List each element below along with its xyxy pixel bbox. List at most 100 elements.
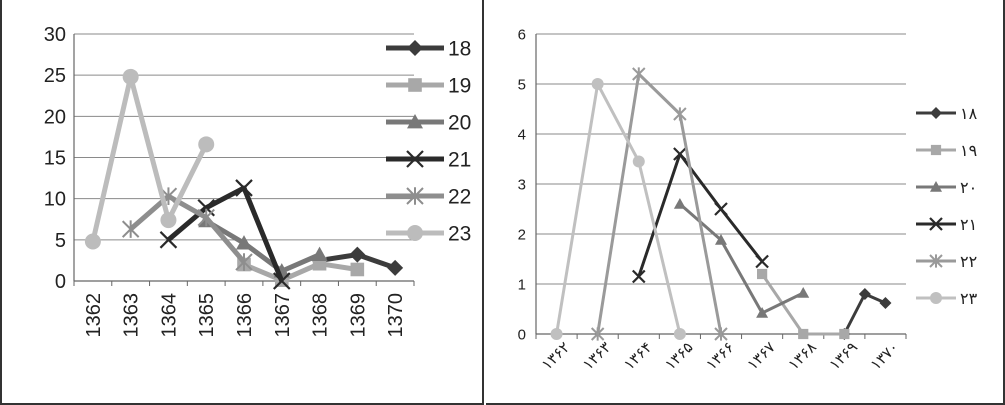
data-point — [714, 202, 728, 216]
legend-item: 18 — [386, 38, 471, 61]
legend-item: 22 — [386, 186, 471, 209]
series-3 — [632, 147, 769, 284]
data-point — [879, 297, 892, 309]
data-point — [632, 155, 645, 168]
series-2 — [673, 198, 810, 318]
series-5 — [550, 78, 686, 340]
legend-item: ۱۹ — [916, 143, 977, 160]
data-point — [590, 327, 605, 341]
data-point — [673, 107, 687, 121]
legend-label: ۲۳ — [960, 291, 978, 308]
legend-marker — [406, 150, 424, 168]
data-point — [673, 198, 686, 209]
series-4 — [590, 67, 728, 341]
legend-label: 22 — [448, 186, 471, 209]
legend-item: 21 — [386, 149, 471, 172]
x-tick-label: 1363 — [121, 293, 143, 338]
x-tick-label: ۱۳۶۵ — [662, 339, 697, 374]
data-point — [673, 147, 687, 161]
legend-marker — [407, 225, 423, 241]
data-point — [798, 328, 809, 340]
data-point — [349, 246, 366, 263]
series-line — [637, 152, 764, 277]
y-tick-label: 15 — [44, 148, 66, 170]
data-point — [273, 272, 291, 290]
legend-marker — [930, 107, 942, 119]
data-point — [197, 208, 215, 227]
series-1 — [757, 268, 850, 340]
x-tick-label: ۱۳۷۰ — [867, 339, 902, 374]
data-point — [122, 68, 139, 85]
y-tick-label: 0 — [55, 271, 66, 293]
y-tick-label: 10 — [44, 189, 66, 211]
legend-item: ۱۸ — [916, 106, 978, 123]
series-line — [166, 185, 285, 282]
data-point — [756, 307, 769, 318]
series-line — [760, 273, 845, 336]
y-tick-label: 25 — [44, 65, 66, 87]
legend-marker — [407, 40, 423, 56]
x-tick-label: 1366 — [234, 293, 256, 338]
x-tick-label: 1370 — [385, 293, 407, 338]
series-line — [842, 292, 887, 335]
legend-item: 20 — [386, 112, 471, 135]
y-tick-label: 5 — [518, 76, 526, 93]
data-point — [350, 262, 365, 277]
legend-marker — [406, 187, 424, 205]
series-line — [555, 82, 682, 335]
left-line-chart: 0 5 10 15 20 25 30 1362 1363 1364 1365 1366 1367 1368… — [44, 24, 472, 338]
x-tick-label: 1364 — [158, 293, 180, 338]
data-point — [591, 78, 604, 90]
legend-label: ۲۱ — [960, 217, 977, 234]
x-tick-label: ۱۳۶۲ — [539, 339, 574, 374]
y-tick-label: 20 — [44, 106, 66, 128]
y-tick-label: 0 — [518, 326, 526, 343]
x-tick-label: 1365 — [196, 293, 218, 338]
x-tick-label: ۱۳۶۶ — [703, 339, 738, 374]
series-5 — [84, 68, 215, 250]
legend-marker — [930, 292, 942, 304]
data-point — [84, 233, 101, 250]
data-point — [236, 235, 252, 250]
data-point — [235, 179, 253, 197]
x-tick-label: 1369 — [347, 293, 369, 338]
data-point — [121, 220, 140, 238]
legend-marker — [408, 78, 422, 92]
legend-label: 18 — [448, 38, 471, 61]
legend-label: ۲۰ — [960, 180, 977, 197]
data-point — [839, 328, 850, 340]
data-point — [550, 328, 563, 340]
legend-item: ۲۰ — [916, 180, 977, 197]
x-tick-label: ۱۳۶۷ — [744, 339, 779, 374]
y-tick-label: 6 — [518, 26, 526, 43]
series-4 — [121, 187, 253, 271]
legend-label: ۱۸ — [960, 106, 978, 123]
legend-label: 23 — [448, 223, 471, 246]
x-tick-label: ۱۳۶۴ — [621, 339, 656, 374]
series-line — [129, 193, 246, 264]
data-point — [632, 67, 646, 81]
x-tick-label: 1367 — [272, 293, 294, 338]
series-line — [243, 261, 358, 283]
y-tick-label: 5 — [55, 230, 66, 252]
series-line — [204, 218, 321, 274]
right-chart-panel: 0 1 2 3 4 5 6 ۱۳۶۲ ۱۳۶۳ ۱۳۶۴ ۱۳۶۵ ۱۳۶۶ ۱۳۶۷ ۱۳۶۸ ۱۳۶۹ ۱… — [486, 0, 1005, 405]
data-point — [387, 259, 404, 276]
y-tick-label: 4 — [518, 126, 526, 143]
y-tick-label: 1 — [518, 276, 526, 293]
x-tick-label: ۱۳۶۹ — [826, 339, 861, 374]
legend-label: ۱۹ — [960, 143, 977, 160]
data-point — [715, 234, 727, 245]
data-point — [159, 231, 178, 249]
legend-label: 21 — [448, 149, 471, 172]
data-point — [235, 253, 253, 271]
legend-item: 19 — [386, 75, 471, 98]
legend-marker — [930, 144, 942, 156]
legend-marker — [929, 217, 943, 231]
data-point — [632, 269, 646, 284]
data-point — [757, 268, 768, 280]
left-chart-panel: 0 5 10 15 20 25 30 1362 1363 1364 1365 1366 1367 1368… — [0, 0, 484, 405]
data-point — [797, 287, 810, 298]
x-tick-label: ۱۳۶۳ — [580, 339, 615, 374]
